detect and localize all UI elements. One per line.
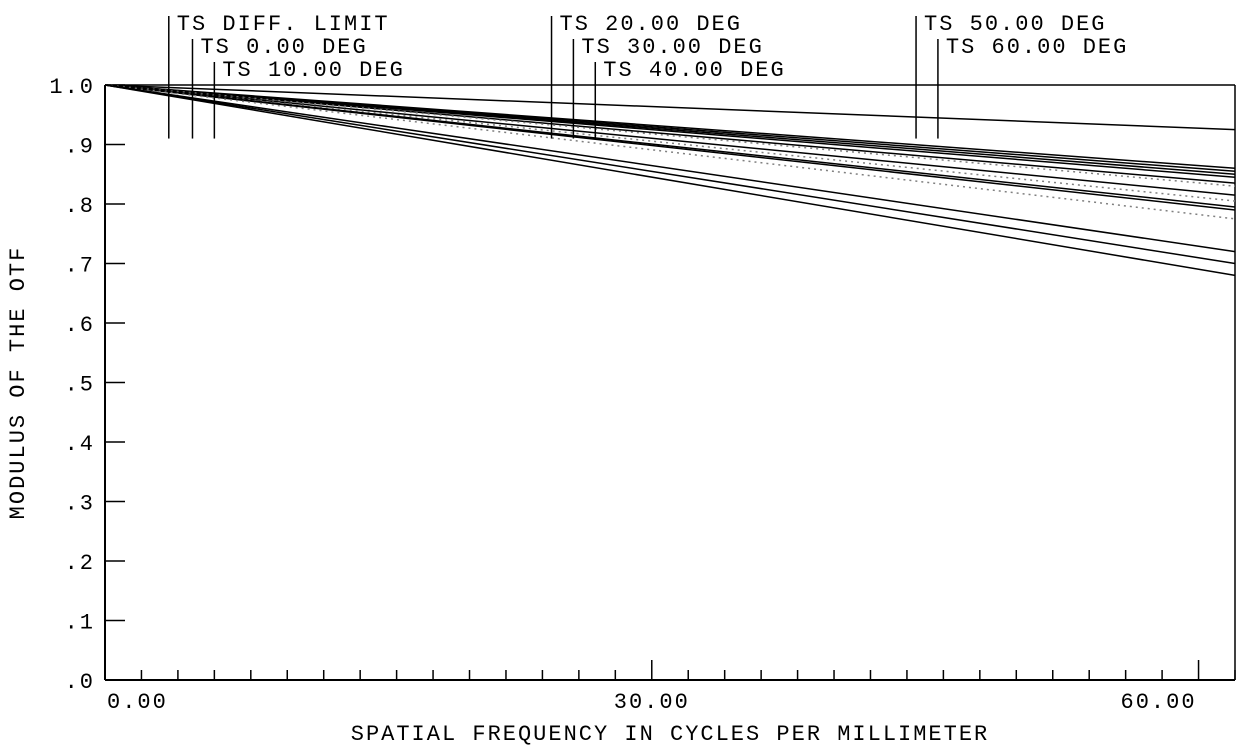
legend-label: TS 50.00 DEG [924,12,1106,37]
legend-label: TS DIFF. LIMIT [177,12,390,37]
y-tick-label: .6 [65,313,95,338]
legend-label: TS 60.00 DEG [946,35,1128,60]
chart-bg [0,0,1240,753]
y-tick-label: .1 [65,611,95,636]
x-tick-label: 0.00 [107,690,168,715]
x-tick-label: 30.00 [614,690,690,715]
legend-label: TS 40.00 DEG [603,58,785,83]
x-axis-label: SPATIAL FREQUENCY IN CYCLES PER MILLIMET… [351,722,990,747]
y-tick-label: 1.0 [49,75,95,100]
x-tick-label: 60.00 [1121,690,1197,715]
y-tick-label: .4 [65,432,95,457]
y-tick-label: .2 [65,551,95,576]
y-tick-label: .7 [65,254,95,279]
y-tick-label: .9 [65,135,95,160]
legend-label: TS 0.00 DEG [200,35,367,60]
y-tick-label: .0 [65,670,95,695]
y-axis-label: MODULUS OF THE OTF [6,246,31,520]
y-tick-label: .3 [65,492,95,517]
mtf-chart: 0.00 30.00 60.00 .0 .1 .2 .3 .4 .5 .6 .7 .8 .9 1.0 TS … [0,0,1240,753]
y-tick-label: .8 [65,194,95,219]
y-tick-label: .5 [65,373,95,398]
legend-label: TS 10.00 DEG [222,58,404,83]
legend-label: TS 20.00 DEG [560,12,742,37]
legend-label: TS 30.00 DEG [581,35,763,60]
chart-svg: 0.00 30.00 60.00 .0 .1 .2 .3 .4 .5 .6 .7 .8 .9 1.0 TS … [0,0,1240,753]
